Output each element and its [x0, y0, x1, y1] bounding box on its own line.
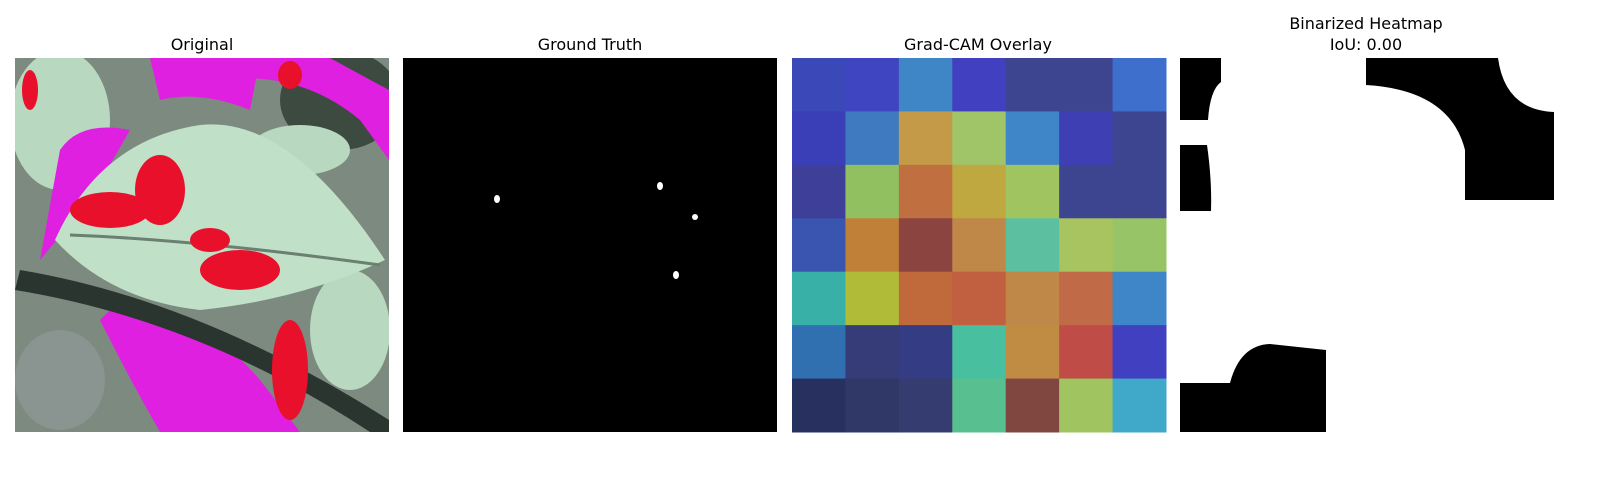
panel-title: Original [171, 35, 234, 54]
heatmap-cell [952, 271, 1007, 326]
heatmap-cell [1112, 111, 1167, 166]
heatmap-cell [898, 325, 953, 380]
heatmap-cell [792, 218, 846, 273]
heatmap-cell [898, 271, 953, 326]
heatmap-cell [845, 218, 900, 273]
heatmap-cell [845, 58, 900, 112]
heatmap-cell [898, 58, 953, 112]
heatmap-cell [845, 164, 900, 219]
panel-title: Grad-CAM Overlay [904, 35, 1052, 54]
heatmap-cell [1005, 378, 1060, 433]
heatmap-cell [1112, 378, 1167, 433]
heatmap-cell [792, 58, 846, 112]
heatmap-cell [845, 271, 900, 326]
heatmap-cell [792, 164, 846, 219]
heatmap-cell [898, 378, 953, 433]
heatmap-cell [1112, 271, 1167, 326]
binarized-heatmap [1180, 58, 1554, 432]
heatmap-cell [1059, 111, 1114, 166]
heatmap-cell [1112, 218, 1167, 273]
heatmap-cell [1059, 58, 1114, 112]
heatmap-cell [952, 218, 1007, 273]
heatmap-cell [845, 378, 900, 433]
panel-title: Ground Truth [538, 35, 643, 54]
heatmap-cell [1059, 164, 1114, 219]
heatmap-cell [1005, 218, 1060, 273]
heatmap-cell [1005, 111, 1060, 166]
heatmap-cell [898, 164, 953, 219]
original-image [15, 58, 389, 432]
heatmap-cell [1005, 164, 1060, 219]
heatmap-cell [1112, 325, 1167, 380]
heatmap-cell [952, 58, 1007, 112]
heatmap-cell [952, 111, 1007, 166]
gradcam-heatmap [792, 58, 1167, 433]
heatmap-cell [952, 378, 1007, 433]
heatmap-cell [1059, 218, 1114, 273]
panel-subtitle: IoU: 0.00 [1330, 35, 1402, 54]
heatmap-cell [1112, 58, 1167, 112]
heatmap-cell [792, 378, 846, 433]
heatmap-cell [1005, 325, 1060, 380]
heatmap-cell [952, 325, 1007, 380]
heatmap-cell [1059, 271, 1114, 326]
heatmap-cell [898, 218, 953, 273]
heatmap-cell [1005, 58, 1060, 112]
heatmap-cell [1005, 271, 1060, 326]
heatmap-cell [898, 111, 953, 166]
ground-truth-mask [403, 58, 777, 432]
heatmap-cell [792, 111, 846, 166]
heatmap-cell [792, 325, 846, 380]
heatmap-cell [845, 111, 900, 166]
heatmap-cell [1059, 325, 1114, 380]
heatmap-cell [845, 325, 900, 380]
panel-title: Binarized Heatmap [1289, 14, 1442, 33]
heatmap-cell [792, 271, 846, 326]
heatmap-cell [1112, 164, 1167, 219]
heatmap-cell [952, 164, 1007, 219]
heatmap-cell [1059, 378, 1114, 433]
